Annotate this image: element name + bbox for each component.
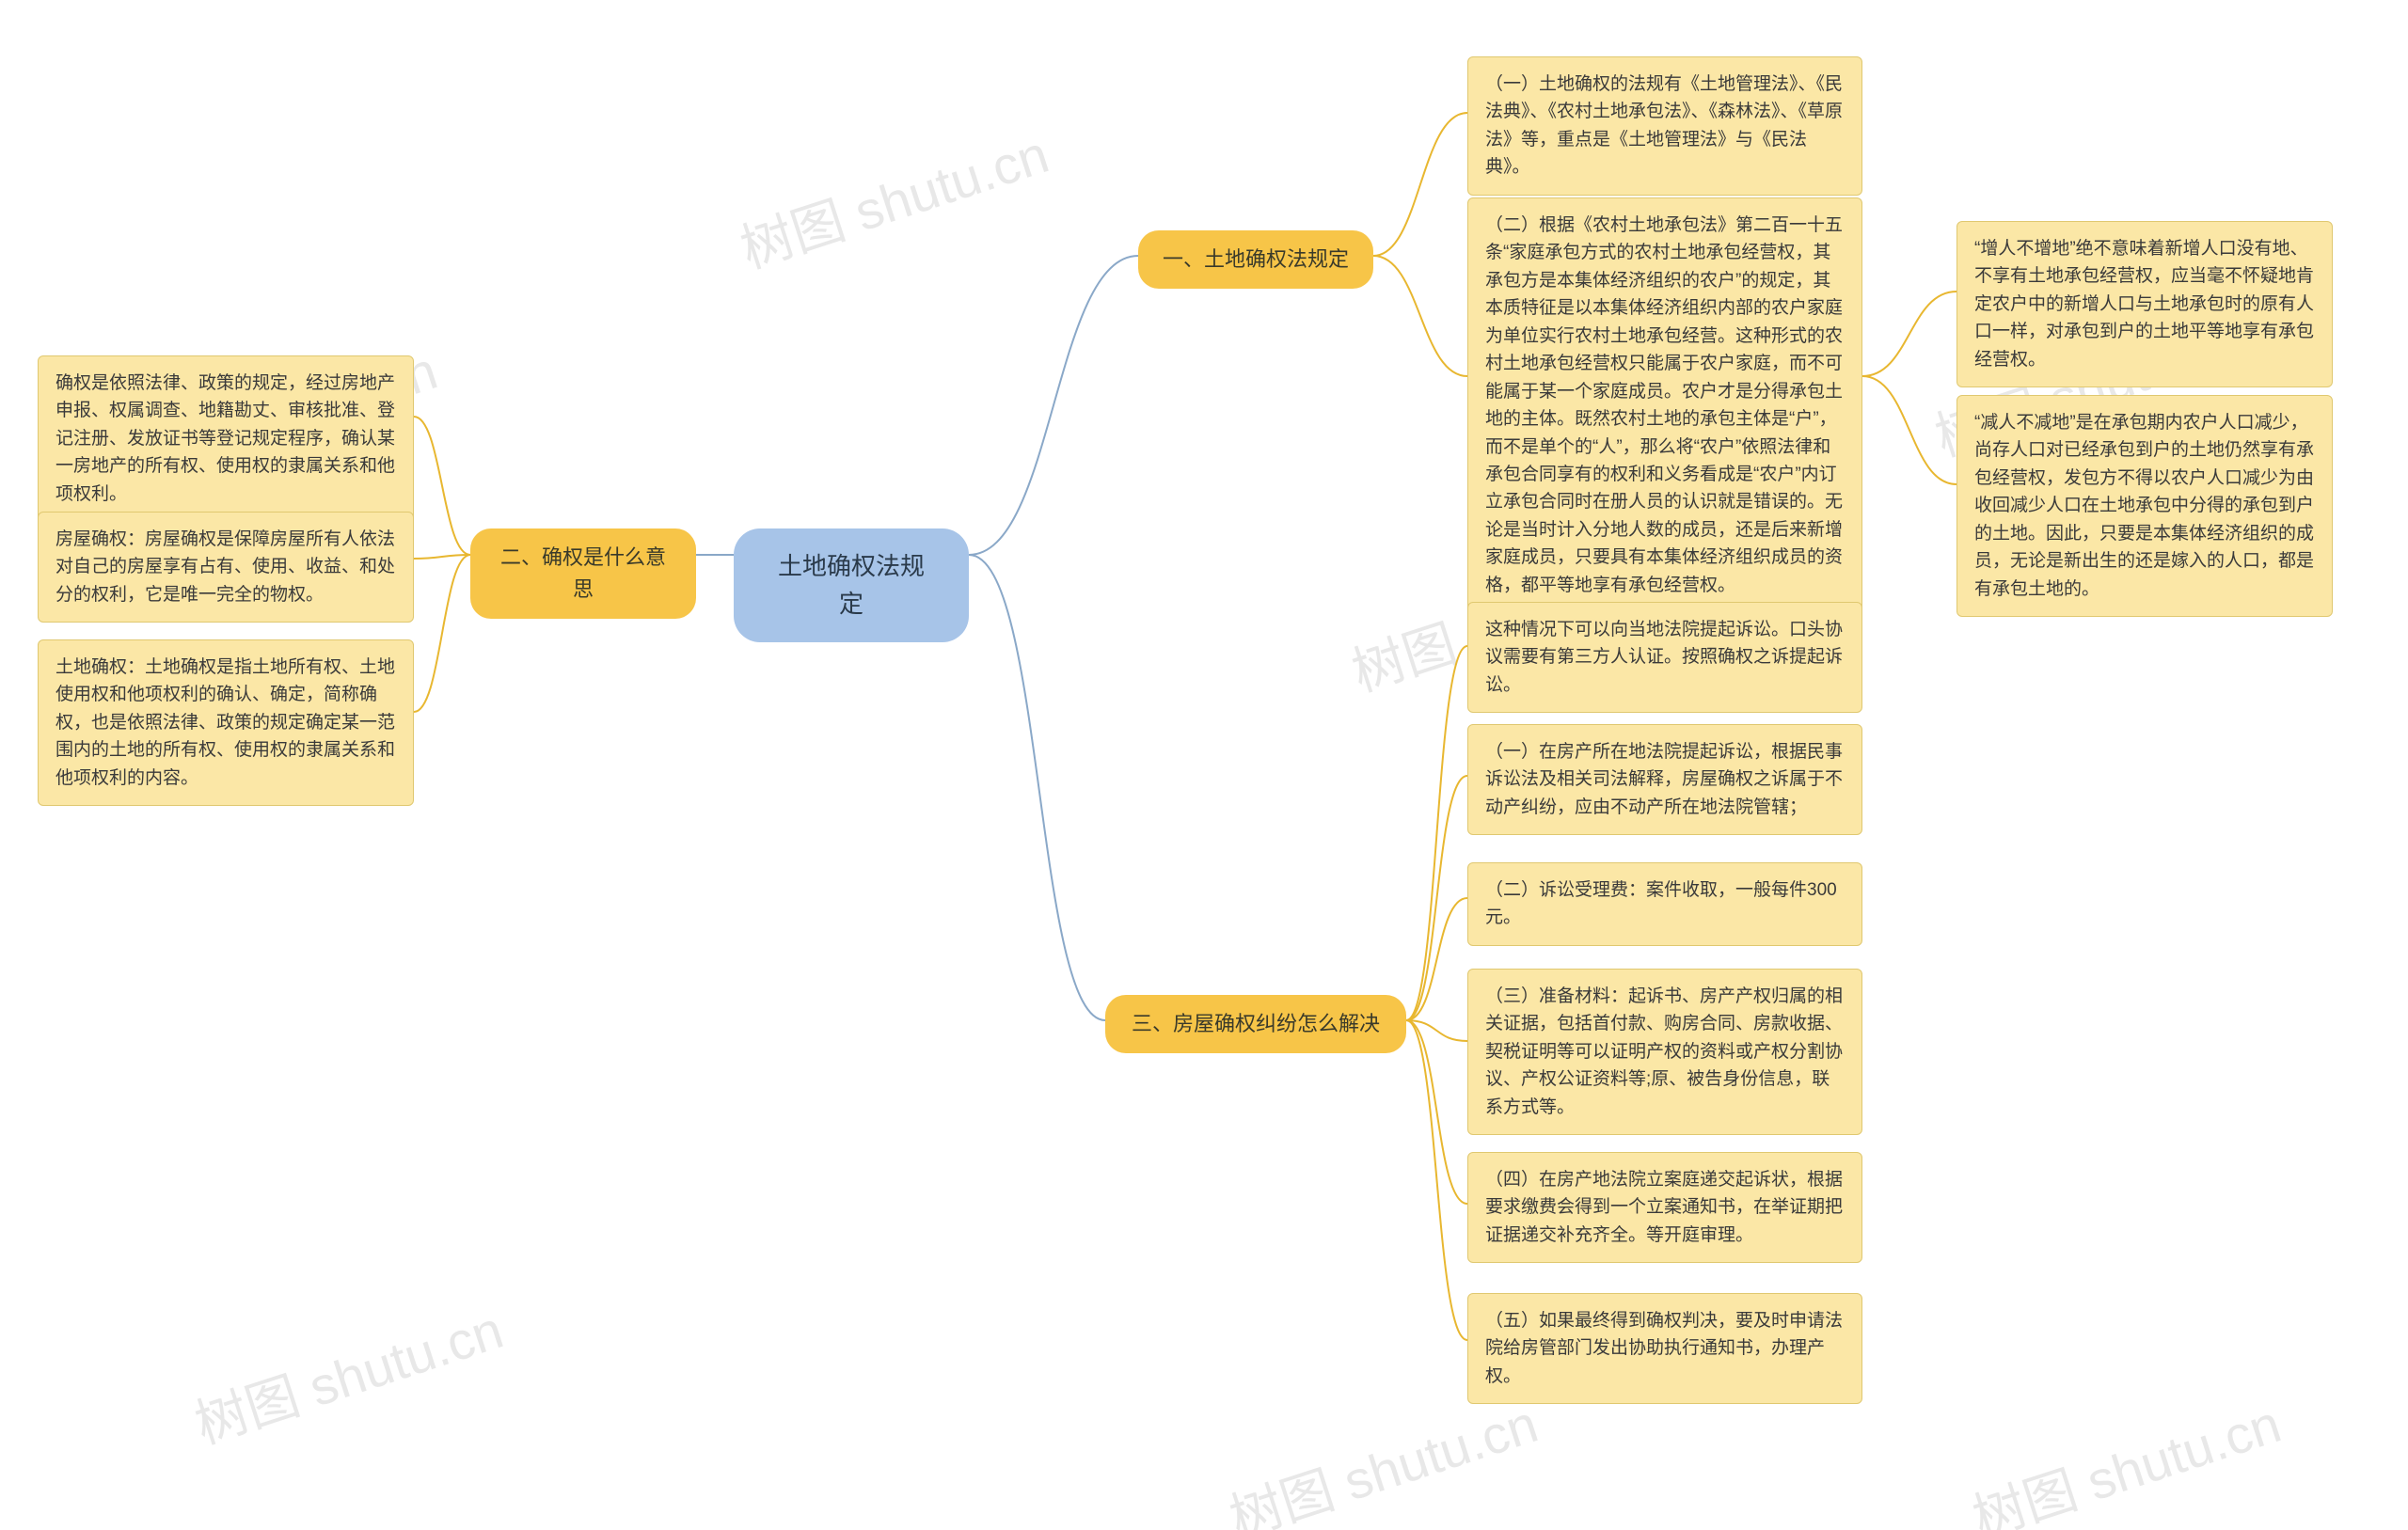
leaf-node[interactable]: 房屋确权：房屋确权是保障房屋所有人依法对自己的房屋享有占有、使用、收益、和处分的…	[38, 512, 414, 623]
leaf-node[interactable]: （一）在房产所在地法院提起诉讼，根据民事诉讼法及相关司法解释，房屋确权之诉属于不…	[1467, 724, 1862, 835]
leaf-node[interactable]: （三）准备材料：起诉书、房产产权归属的相关证据，包括首付款、购房合同、房款收据、…	[1467, 969, 1862, 1135]
leaf-node[interactable]: （四）在房产地法院立案庭递交起诉状，根据要求缴费会得到一个立案通知书，在举证期把…	[1467, 1152, 1862, 1263]
branch-node-3[interactable]: 三、房屋确权纠纷怎么解决	[1105, 995, 1406, 1053]
watermark: 树图 shutu.cn	[1219, 1382, 1546, 1530]
watermark: 树图 shutu.cn	[184, 1288, 512, 1459]
leaf-node[interactable]: （二）根据《农村土地承包法》第二百一十五条“家庭承包方式的农村土地承包经营权，其…	[1467, 197, 1862, 613]
leaf-node[interactable]: 这种情况下可以向当地法院提起诉讼。口头协议需要有第三方人认证。按照确权之诉提起诉…	[1467, 602, 1862, 713]
root-node[interactable]: 土地确权法规定	[734, 528, 969, 642]
watermark: 树图 shutu.cn	[730, 113, 1057, 284]
leaf-node[interactable]: 土地确权：土地确权是指土地所有权、土地使用权和他项权利的确认、确定，简称确权，也…	[38, 639, 414, 806]
branch-node-2[interactable]: 二、确权是什么意思	[470, 528, 696, 619]
leaf-node[interactable]: （一）土地确权的法规有《土地管理法》、《民法典》、《农村土地承包法》、《森林法》…	[1467, 56, 1862, 196]
leaf-node[interactable]: “减人不减地”是在承包期内农户人口减少，尚存人口对已经承包到户的土地仍然享有承包…	[1956, 395, 2333, 617]
branch-node-1[interactable]: 一、土地确权法规定	[1138, 230, 1373, 289]
leaf-node[interactable]: “增人不增地”绝不意味着新增人口没有地、不享有土地承包经营权，应当毫不怀疑地肯定…	[1956, 221, 2333, 387]
leaf-node[interactable]: （二）诉讼受理费：案件收取，一般每件300元。	[1467, 862, 1862, 946]
leaf-node[interactable]: 确权是依照法律、政策的规定，经过房地产申报、权属调查、地籍勘丈、审核批准、登记注…	[38, 355, 414, 522]
watermark: 树图 shutu.cn	[1962, 1382, 2289, 1530]
leaf-node[interactable]: （五）如果最终得到确权判决，要及时申请法院给房管部门发出协助执行通知书，办理产权…	[1467, 1293, 1862, 1404]
